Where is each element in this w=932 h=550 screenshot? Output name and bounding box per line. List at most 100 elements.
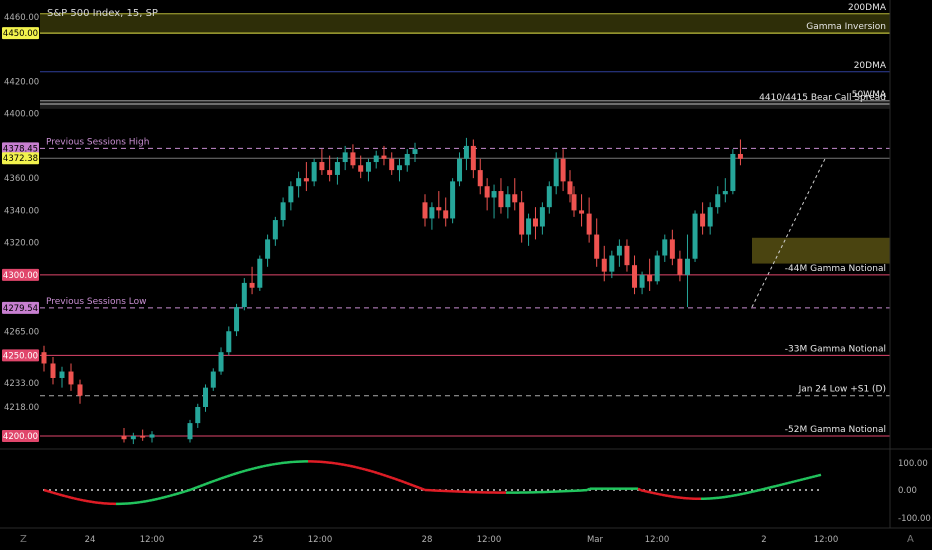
osc-zero-dot bbox=[163, 489, 165, 491]
candle-body bbox=[226, 331, 232, 353]
candle-body bbox=[647, 274, 653, 282]
osc-segment bbox=[82, 499, 87, 503]
osc-zero-dot bbox=[373, 489, 375, 491]
osc-zero-dot bbox=[379, 489, 381, 491]
osc-segment bbox=[145, 499, 150, 503]
osc-zero-dot bbox=[511, 489, 513, 491]
osc-zero-dot bbox=[673, 489, 675, 491]
osc-zero-dot bbox=[517, 489, 519, 491]
osc-segment bbox=[181, 490, 186, 494]
candle-body bbox=[677, 258, 683, 275]
level-label: Previous Sessions High bbox=[46, 137, 149, 147]
candle-body bbox=[303, 178, 309, 182]
osc-zero-dot bbox=[481, 489, 483, 491]
time-tick-label: 24 bbox=[85, 535, 96, 545]
osc-zero-dot bbox=[325, 489, 327, 491]
osc-segment bbox=[166, 494, 171, 498]
candle-body bbox=[358, 165, 364, 172]
osc-tick-label: 0.00 bbox=[898, 486, 917, 496]
osc-zero-dot bbox=[337, 489, 339, 491]
candle-body bbox=[68, 371, 74, 385]
osc-segment bbox=[367, 469, 372, 473]
level-label: -44M Gamma Notional bbox=[785, 264, 886, 274]
osc-segment bbox=[193, 486, 198, 490]
price-tick-label: 4233.00 bbox=[4, 379, 39, 389]
osc-zero-dot bbox=[217, 489, 219, 491]
osc-segment bbox=[346, 464, 351, 468]
osc-zero-dot bbox=[115, 489, 117, 491]
osc-segment bbox=[355, 465, 360, 470]
price-badge-label: 4372.38 bbox=[3, 154, 38, 164]
osc-segment bbox=[400, 479, 405, 484]
osc-zero-dot bbox=[343, 489, 345, 491]
candle-body bbox=[470, 145, 476, 171]
osc-segment bbox=[175, 492, 180, 496]
osc-segment bbox=[178, 491, 183, 495]
time-tick-label: 12:00 bbox=[645, 535, 670, 545]
osc-zero-dot bbox=[661, 489, 663, 491]
candle-body bbox=[546, 186, 552, 208]
osc-zero-dot bbox=[775, 489, 777, 491]
trendline bbox=[751, 158, 826, 308]
candle-body bbox=[519, 202, 525, 235]
osc-segment bbox=[271, 462, 276, 466]
osc-zero-dot bbox=[175, 489, 177, 491]
osc-segment bbox=[46, 489, 51, 493]
price-tick-label: 4218.00 bbox=[4, 403, 39, 413]
candle-body bbox=[684, 258, 690, 275]
osc-segment bbox=[748, 490, 753, 494]
tradingview-logo-icon[interactable]: Z bbox=[20, 534, 27, 545]
osc-segment bbox=[154, 497, 159, 501]
price-badge-label: 4300.00 bbox=[3, 271, 38, 281]
candle-body bbox=[288, 186, 294, 203]
osc-segment bbox=[265, 463, 270, 467]
candle-body bbox=[311, 162, 317, 182]
osc-zero-dot bbox=[535, 489, 537, 491]
osc-segment bbox=[640, 489, 645, 493]
osc-zero-dot bbox=[781, 489, 783, 491]
osc-segment bbox=[415, 485, 420, 489]
osc-segment bbox=[208, 480, 213, 484]
auto-scale-icon[interactable]: A bbox=[907, 534, 914, 545]
candle-body bbox=[280, 202, 286, 221]
time-tick-label: 12:00 bbox=[308, 535, 333, 545]
candle-body bbox=[218, 352, 224, 372]
level-label: -33M Gamma Notional bbox=[785, 344, 886, 354]
osc-zero-dot bbox=[307, 489, 309, 491]
level-label: 200DMA bbox=[848, 3, 887, 13]
osc-segment bbox=[250, 467, 255, 471]
osc-zero-dot bbox=[409, 489, 411, 491]
bear-call-spread-band bbox=[40, 100, 890, 109]
osc-zero-dot bbox=[817, 489, 819, 491]
osc-segment bbox=[61, 494, 66, 498]
osc-zero-dot bbox=[223, 489, 225, 491]
candle-body bbox=[422, 202, 428, 219]
osc-segment bbox=[382, 473, 387, 477]
osc-segment bbox=[811, 475, 816, 479]
osc-segment bbox=[379, 472, 384, 476]
level-label: Gamma Inversion bbox=[806, 22, 886, 32]
time-tick-label: 2 bbox=[761, 535, 766, 545]
osc-segment bbox=[421, 487, 426, 492]
price-badge bbox=[2, 301, 39, 314]
candle-body bbox=[389, 158, 395, 171]
candle-body bbox=[381, 155, 387, 159]
level-label: Jan 24 Low +S1 (D) bbox=[798, 385, 886, 395]
osc-segment bbox=[49, 490, 54, 494]
osc-segment bbox=[64, 494, 69, 499]
osc-segment bbox=[646, 490, 651, 494]
candle-body bbox=[463, 145, 469, 159]
candle-body bbox=[737, 153, 743, 159]
candle-body bbox=[396, 165, 402, 171]
osc-zero-dot bbox=[715, 489, 717, 491]
osc-zero-dot bbox=[127, 489, 129, 491]
osc-segment bbox=[406, 482, 411, 486]
candle-body bbox=[560, 158, 566, 182]
osc-zero-dot bbox=[235, 489, 237, 491]
time-tick-label: 12:00 bbox=[477, 535, 502, 545]
price-tick-label: 4360.00 bbox=[4, 174, 39, 184]
osc-segment bbox=[52, 491, 57, 495]
osc-segment bbox=[187, 488, 192, 492]
